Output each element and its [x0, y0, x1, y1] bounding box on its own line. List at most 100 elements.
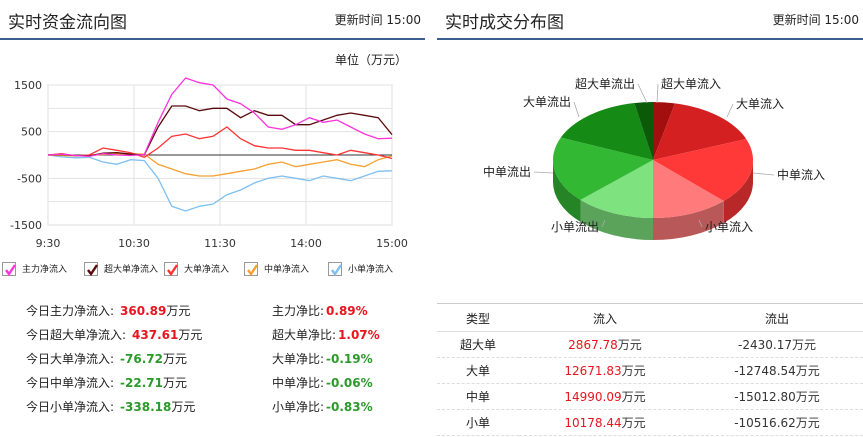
stat-unit: 万元	[166, 304, 191, 318]
fund-flow-title: 实时资金流向图	[8, 13, 127, 33]
legend-check-icon	[244, 262, 258, 276]
stat-value: -0.83%	[326, 400, 373, 414]
cell-type: 超大单	[437, 331, 519, 358]
stat-label: 今日大单净流入:	[26, 352, 115, 366]
col-header-in: 流入	[519, 306, 691, 332]
pie-slice-label: 小单流入	[705, 220, 753, 234]
stat-net-ratio: 主力净比: 0.89%	[272, 302, 368, 319]
x-tick-label: 11:30	[204, 237, 236, 250]
pie-label-leader	[698, 219, 703, 228]
pie-label-leader	[601, 219, 606, 228]
table-row: 大单 12671.83万元 -12748.54万元	[437, 357, 863, 384]
stat-value: 437.61	[132, 328, 179, 342]
legend-label: 大单净流入	[184, 265, 230, 275]
pie-slice[interactable]	[653, 138, 753, 202]
stat-unit: 万元	[162, 376, 187, 390]
divider	[437, 303, 863, 304]
pie-label-leader	[726, 103, 734, 118]
legend-label: 中单净流入	[264, 265, 310, 275]
trade-distribution-panel: 实时成交分布图 更新时间 15:00 超大单流入 大单流入 中单流入 小单流入 小单流出…	[437, 0, 863, 437]
pie-slice[interactable]	[634, 102, 653, 160]
stat-unit: 万元	[162, 352, 187, 366]
stat-net-inflow: 今日超大单净流入: 437.61万元	[26, 326, 202, 343]
stat-label: 今日小单净流入:	[26, 400, 115, 414]
pie-slice[interactable]	[653, 102, 675, 160]
y-tick-label: 1500	[14, 79, 42, 92]
stat-value: -22.71	[120, 376, 163, 390]
legend-label: 超大单净流入	[104, 265, 159, 275]
stat-unit: 万元	[171, 400, 196, 414]
pie-label-leader	[573, 101, 580, 118]
cell-inflow: 10178.44万元	[519, 409, 691, 436]
pie-slice-label: 中单流出	[483, 164, 531, 179]
pie-slice-label: 中单流入	[777, 167, 825, 182]
col-header-out: 流出	[691, 306, 863, 332]
legend-check-icon	[2, 262, 16, 276]
legend-check-icon	[84, 262, 98, 276]
col-header-type: 类型	[437, 306, 519, 332]
stat-label: 主力净比:	[272, 304, 325, 318]
stat-net-inflow: 今日主力净流入: 360.89万元	[26, 302, 190, 319]
stat-label: 中单净比:	[272, 376, 325, 390]
pie-label-leader	[752, 172, 775, 176]
series-line	[47, 105, 393, 157]
pie-slice-label: 大单流出	[523, 95, 571, 109]
legend-label: 主力净流入	[22, 265, 68, 275]
stat-net-inflow: 今日中单净流入: -22.71万元	[26, 374, 187, 391]
stat-net-ratio: 大单净比: -0.19%	[272, 350, 373, 367]
table-row: 小单 10178.44万元 -10516.62万元	[437, 409, 863, 436]
stat-label: 今日中单净流入:	[26, 376, 115, 390]
stat-net-ratio: 中单净比: -0.06%	[272, 374, 373, 391]
fund-flow-panel: 实时资金流向图 更新时间 15:00 单位（万元） 9:30 10:30 11:30…	[0, 0, 425, 437]
stat-net-inflow: 今日大单净流入: -76.72万元	[26, 350, 187, 367]
stat-value: 360.89	[120, 304, 167, 318]
series-line	[47, 77, 393, 158]
cell-type: 大单	[437, 357, 519, 384]
pie-slice[interactable]	[553, 137, 653, 200]
table-row: 中单 14990.09万元 -15012.80万元	[437, 383, 863, 410]
pie-label-leader	[637, 83, 648, 104]
cell-outflow: -2430.17万元	[691, 331, 863, 358]
stat-label: 超大单净比:	[272, 328, 337, 342]
distribution-header: 实时成交分布图 更新时间 15:00	[437, 0, 863, 40]
pie-slice[interactable]	[653, 103, 747, 160]
cell-outflow: -12748.54万元	[691, 357, 863, 384]
cell-inflow: 14990.09万元	[519, 383, 691, 410]
fund-flow-update-time: 更新时间 15:00	[334, 13, 421, 27]
table-header-row: 类型 流入 流出	[437, 306, 863, 332]
x-tick-label: 14:00	[290, 237, 322, 250]
pie-slice-label: 超大单流出	[575, 76, 635, 91]
pie-slice[interactable]	[652, 160, 724, 218]
cell-type: 小单	[437, 409, 519, 436]
distribution-update-time: 更新时间 15:00	[772, 13, 859, 27]
y-tick-label: -1500	[10, 219, 42, 232]
y-tick-label: 500	[21, 126, 42, 139]
x-tick-label: 9:30	[36, 237, 61, 250]
stat-label: 小单净比:	[272, 400, 325, 414]
stat-net-inflow: 今日小单净流入: -338.18万元	[26, 398, 195, 415]
x-tick-label: 15:00	[376, 237, 408, 250]
chart-legend: 主力净流入 超大单净流入 大单净流入 中单净流入 小单净流入	[2, 262, 422, 278]
fund-flow-chart: 9:30 10:30 11:30 14:00 15:00 1500 500 -500 -1500	[10, 77, 408, 250]
cell-inflow: 12671.83万元	[519, 357, 691, 384]
cell-outflow: -15012.80万元	[691, 383, 863, 410]
cell-type: 中单	[437, 383, 519, 410]
series-line	[47, 126, 393, 160]
pie-slice[interactable]	[560, 103, 653, 160]
pie-slice[interactable]	[580, 160, 653, 218]
stat-value: -0.19%	[326, 352, 373, 366]
stat-value: -76.72	[120, 352, 163, 366]
cell-inflow: 2867.78万元	[519, 331, 691, 358]
stat-value: 0.89%	[326, 304, 368, 318]
x-tick-label: 10:30	[118, 237, 150, 250]
pie-label-leader	[533, 171, 554, 174]
stat-value: 1.07%	[338, 328, 380, 342]
y-tick-label: -500	[17, 172, 42, 185]
stat-label: 大单净比:	[272, 352, 325, 366]
stat-label: 今日主力净流入:	[26, 304, 115, 318]
legend-check-icon	[328, 262, 342, 276]
stat-label: 今日超大单净流入:	[26, 328, 127, 342]
pie-slice-side	[580, 199, 653, 240]
pie-slice-side	[652, 201, 724, 240]
legend-label: 小单净流入	[348, 265, 394, 275]
